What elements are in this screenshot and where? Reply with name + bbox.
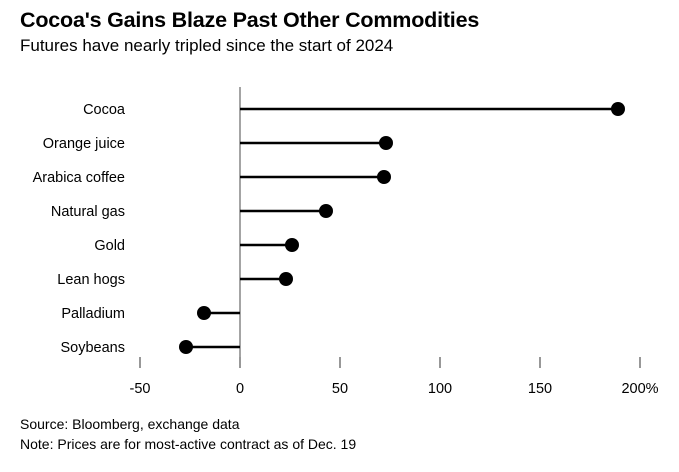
lollipop-dot	[179, 340, 193, 354]
lollipop-dot	[285, 238, 299, 252]
axis-tick-label: 100	[428, 381, 452, 397]
lollipop-dot	[377, 170, 391, 184]
axis-tick-label: 50	[332, 381, 348, 397]
lollipop-dot	[379, 136, 393, 150]
category-label: Palladium	[61, 306, 125, 322]
category-label: Orange juice	[43, 136, 125, 152]
chart-subtitle: Futures have nearly tripled since the st…	[20, 36, 394, 55]
category-label: Soybeans	[61, 340, 126, 356]
category-label: Arabica coffee	[33, 170, 125, 186]
category-label: Lean hogs	[57, 272, 125, 288]
category-label: Natural gas	[51, 204, 125, 220]
lollipop-chart: -50 0 50 100 150 200% Cocoa Orange juice Arabica…	[33, 87, 659, 397]
axis-tick-label: 150	[528, 381, 552, 397]
lollipop-dot	[279, 272, 293, 286]
lollipop-dot	[319, 204, 333, 218]
axis-tick-label: 200%	[621, 381, 658, 397]
category-label: Cocoa	[83, 102, 126, 118]
chart-footer: Source: Bloomberg, exchange data Note: P…	[20, 415, 356, 454]
lollipop-dot	[611, 102, 625, 116]
axis-tick-label: -50	[130, 381, 151, 397]
note-line: Note: Prices are for most-active contrac…	[20, 435, 357, 452]
chart-title: Cocoa's Gains Blaze Past Other Commoditi…	[20, 8, 480, 32]
axis-tick-label: 0	[236, 381, 244, 397]
category-label: Gold	[94, 238, 125, 254]
lollipop-dot	[197, 306, 211, 320]
source-line: Source: Bloomberg, exchange data	[20, 416, 240, 432]
